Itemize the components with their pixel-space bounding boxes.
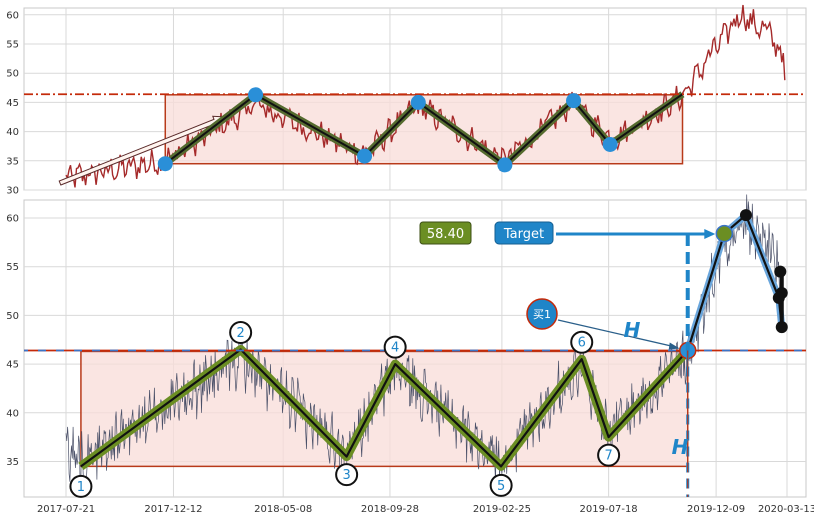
pivot-number-label: 4 [391, 341, 399, 356]
pivot-number-label: 5 [497, 479, 505, 494]
top-y-tick-label: 35 [6, 156, 19, 167]
x-tick-label: 2018-05-08 [254, 504, 312, 515]
pivot-number-circle [69, 474, 93, 498]
bottom-y-tick-label: 40 [6, 408, 19, 419]
top-pivot-marker [497, 157, 513, 173]
target-value-text: 58.40 [427, 227, 464, 242]
height-label-upper: H [624, 318, 641, 342]
top-y-tick-label: 50 [6, 69, 19, 80]
bottom-y-tick-label: 45 [6, 360, 19, 371]
height-label-lower: H [672, 435, 689, 459]
pivot-number-label: 3 [342, 468, 350, 483]
x-tick-label: 2020-03-13 [758, 504, 814, 515]
top-pivot-marker [248, 87, 264, 103]
top-y-tick-label: 30 [6, 186, 19, 197]
target-marker [715, 224, 734, 243]
breakout-end-marker [775, 321, 788, 334]
breakout-end-marker [774, 265, 787, 278]
top-pivot-marker [357, 148, 373, 164]
x-tick-label: 2019-02-25 [473, 504, 531, 515]
top-pivot-marker [602, 136, 618, 152]
top-y-tick-label: 60 [6, 10, 19, 21]
x-tick-label: 2017-07-21 [37, 504, 95, 515]
buy-connector-head [668, 342, 680, 350]
top-y-tick-label: 40 [6, 127, 19, 138]
target-value-box [419, 221, 472, 245]
target-arrow-head [704, 229, 716, 239]
target-label-text: Target [503, 227, 544, 242]
x-tick-label: 2017-12-12 [144, 504, 202, 515]
top-pivot-marker [566, 93, 582, 109]
breakout-end-marker [772, 291, 785, 304]
buy-marker [526, 298, 558, 330]
top-pivot-marker [410, 94, 426, 110]
top-y-tick-label: 45 [6, 98, 19, 109]
top-zigzag-line [164, 93, 684, 166]
bottom-y-tick-label: 50 [6, 311, 19, 322]
pivot-number-circle [229, 320, 253, 344]
pivot-number-label: 6 [578, 336, 586, 351]
top-y-tick-label: 55 [6, 40, 19, 51]
x-tick-label: 2018-09-28 [361, 504, 419, 515]
x-tick-label: 2019-12-09 [687, 504, 745, 515]
pivot-number-circle [597, 443, 621, 467]
bottom-y-tick-label: 35 [6, 457, 19, 468]
pivot-number-label: 7 [604, 449, 612, 464]
pivot-number-circle [570, 330, 594, 354]
bottom-price-line [65, 194, 783, 490]
bottom-zigzag-line [80, 348, 689, 468]
pivot-number-circle [335, 463, 359, 487]
target-label-box [494, 221, 554, 245]
breakout-peak-marker [739, 209, 752, 222]
top-pivot-marker [157, 156, 173, 172]
pivot-number-label: 1 [77, 480, 85, 495]
bottom-y-tick-label: 55 [6, 262, 19, 273]
buy-connector [557, 319, 678, 349]
pivot-number-circle [383, 335, 407, 359]
pivot-number-label: 2 [237, 326, 245, 341]
x-tick-label: 2019-07-18 [580, 504, 638, 515]
bottom-y-tick-label: 60 [6, 214, 19, 225]
pivot-number-circle [489, 473, 513, 497]
buy-marker-text: 买1 [533, 308, 551, 321]
